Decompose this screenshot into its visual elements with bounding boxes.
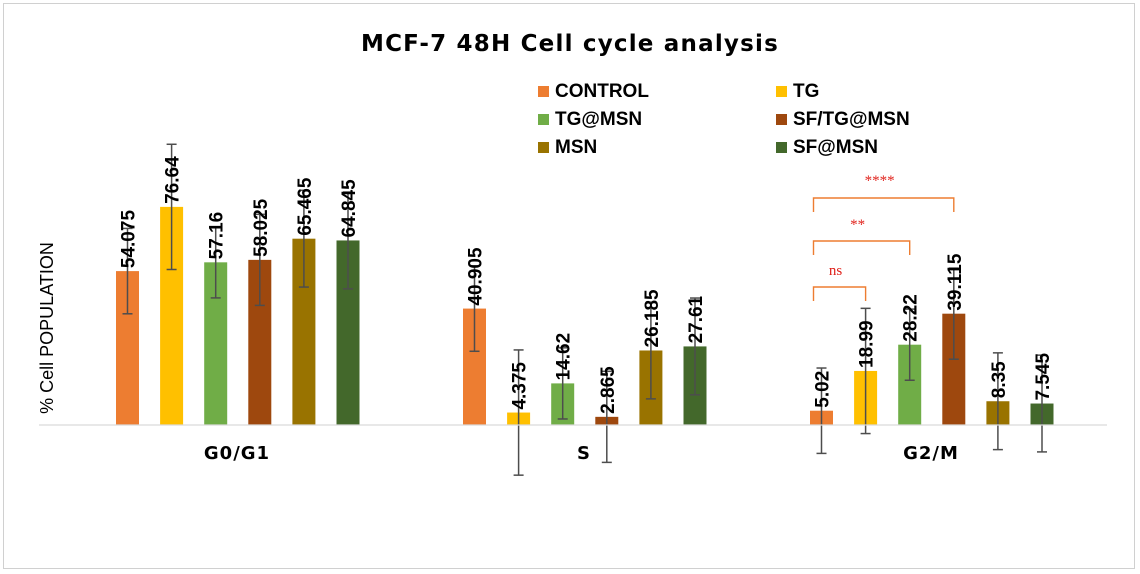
significance-label: ns [829,263,843,279]
significance-control-vs-tg-msn: ** [812,217,911,255]
error-bar-g2-m-control [816,367,827,455]
chart-frame: MCF-7 48H Cell cycle analysis % Cell POP… [3,3,1135,569]
data-label-g0-g1-tg: 76.64 [163,156,184,204]
significance-annotations: ns****** [812,173,955,301]
error-bar-g2-m-sf-msn [1037,354,1047,453]
data-label-g2-m-control: 5.02 [813,371,834,408]
data-label-g2-m-tg-msn: 28.22 [901,294,922,342]
data-label-g2-m-sf-tg-msn: 39.115 [945,253,966,310]
data-label-s-sf-msn: 27.61 [686,295,707,343]
bar-g0-g1-msn [292,238,316,425]
data-label-g0-g1-msn: 65.465 [295,177,316,236]
legend-label: TG@MSN [555,109,642,130]
error-bar-g0-g1-sf-tg-msn [254,213,265,307]
error-bar-g0-g1-tg [166,143,177,271]
error-bar-g2-m-tg-msn [904,308,915,382]
legend-item-control: CONTROL [538,81,649,102]
error-bar-g0-g1-msn [298,189,309,288]
error-bar-g0-g1-sf-msn [343,191,353,290]
legend-swatch [538,142,549,153]
data-label-g2-m-msn: 8.35 [989,361,1010,398]
significance-label: ** [850,217,865,233]
data-label-g0-g1-control: 54.075 [119,210,140,269]
legend-swatch [538,86,549,97]
data-label-s-control: 40.905 [466,247,487,306]
legend-label: CONTROL [555,81,649,102]
significance-control-vs-tg: ns [812,263,867,301]
legend-swatch [776,142,787,153]
significance-label: **** [865,173,895,189]
error-bar-g0-g1-control [122,227,133,315]
data-label-s-tg-msn: 14.62 [554,333,575,381]
error-bar-s-control [469,265,480,353]
bar-s-control [463,308,486,425]
bar-g0-g1-sf-tg-msn [248,259,272,425]
error-bar-g2-m-msn [992,352,1003,451]
error-bar-s-tg-msn [557,347,568,420]
x-tick-label-s: S [577,443,591,464]
error-bar-s-msn [645,301,656,400]
error-bar-g2-m-sf-tg-msn [948,267,959,360]
chart-area: MCF-7 48H Cell cycle analysis % Cell POP… [37,31,1107,476]
data-label-s-sf-tg-msn: 2.865 [598,366,619,414]
error-bar-s-sf-msn [690,297,700,396]
error-bar-s-sf-tg-msn [601,370,612,464]
bar-g2-m-sf-tg-msn [942,313,966,425]
error-bar-g2-m-tg [860,307,871,435]
significance-bracket [812,240,911,255]
x-axis: G0/G1 S G2/M [39,424,1107,464]
data-label-s-msn: 26.185 [642,289,663,348]
bar-g0-g1-tg-msn [204,262,228,425]
chart-title: MCF-7 48H Cell cycle analysis [361,31,779,57]
significance-bracket [812,286,867,301]
error-bar-g0-g1-tg-msn [210,225,221,299]
bar-g0-g1-tg [160,206,184,425]
legend-label: SF/TG@MSN [793,109,910,130]
data-label-s-tg: 4.375 [510,362,531,410]
legend: CONTROL TG TG@MSN SF/TG@MSN MSN SF@MSN [538,81,910,158]
legend-item-msn: MSN [538,137,597,158]
x-tick-label-g0-g1: G0/G1 [204,443,270,464]
legend-swatch [776,86,787,97]
legend-label: SF@MSN [793,137,878,158]
legend-item-tg-msn: TG@MSN [538,109,642,130]
significance-control-vs-sf-tg-msn: **** [812,173,955,212]
legend-item-sf-tg-msn: SF/TG@MSN [776,109,910,130]
significance-bracket [812,197,955,212]
error-bar-s-tg [513,349,524,476]
y-axis-label: % Cell POPULATION [37,242,57,414]
data-label-g0-g1-sf-msn: 64.845 [339,179,360,238]
data-label-g2-m-sf-msn: 7.545 [1033,353,1054,401]
legend-swatch [776,114,787,125]
bars-group: 54.075 76.64 57.16 58.025 65.465 64.845 40.905… [116,143,1054,476]
legend-label: TG [793,81,819,102]
legend-item-sf-msn: SF@MSN [776,137,878,158]
data-label-g2-m-tg: 18.99 [857,320,878,368]
bar-g2-m-tg-msn [898,344,922,425]
legend-swatch [538,114,549,125]
data-label-g0-g1-sf-tg-msn: 58.025 [251,198,272,257]
data-label-g0-g1-tg-msn: 57.16 [207,212,228,260]
legend-item-tg: TG [776,81,819,102]
bar-g0-g1-sf-msn [336,240,360,425]
bar-g0-g1-control [116,271,139,425]
x-tick-label-g2-m: G2/M [903,443,959,464]
legend-label: MSN [555,137,597,158]
